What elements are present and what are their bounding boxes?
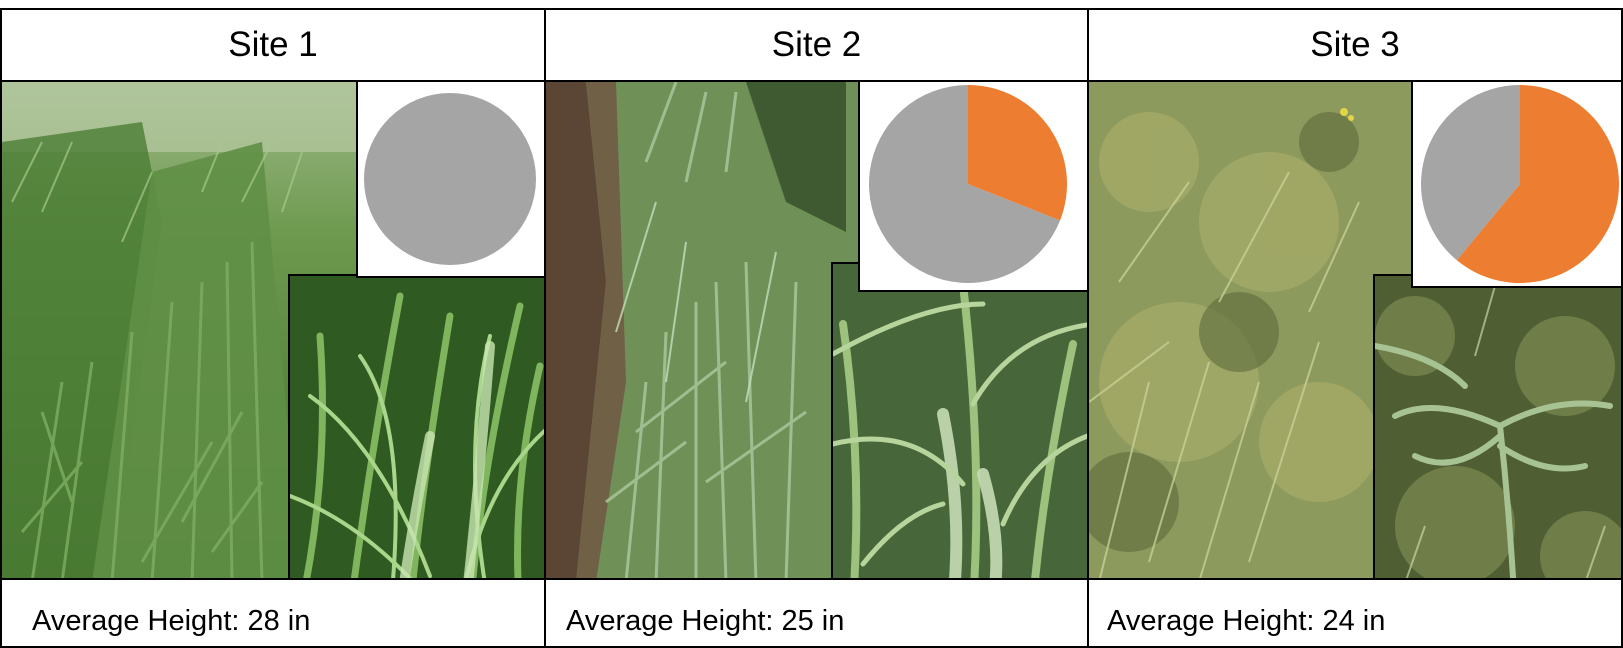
site-2-panel: Site 2 (544, 8, 1089, 648)
site-1-footer: Average Height: 28 in (2, 578, 544, 646)
site-3-footer: Average Height: 24 in (1089, 578, 1621, 646)
site-2-pie-gray-slice (869, 85, 1061, 283)
site-2-pie-chart (858, 82, 1087, 292)
site-1-title: Site 1 (2, 10, 544, 82)
site-2-average-height: Average Height: 25 in (566, 605, 845, 637)
site-3-average-height: Average Height: 24 in (1107, 605, 1386, 637)
site-3-title: Site 3 (1089, 10, 1621, 82)
site-1-average-height: Average Height: 28 in (32, 605, 311, 637)
site-2-closeup-photo (831, 262, 1087, 600)
site-1-pie-chart (356, 82, 544, 278)
site-2-footer: Average Height: 25 in (546, 578, 1087, 646)
site-1-pie-gray-slice (364, 93, 536, 265)
site-3-pie-gray-slice (1421, 85, 1520, 261)
site-3-closeup-photo (1373, 274, 1621, 610)
site-2-title: Site 2 (546, 10, 1087, 82)
site-1-panel: Site 1 (0, 8, 546, 648)
site-1-closeup-photo (288, 274, 544, 610)
site-3-panel: Site 3 (1087, 8, 1623, 648)
site-3-pie-orange-slice (1456, 85, 1619, 283)
site-2-pie-orange-slice (968, 85, 1067, 221)
site-3-pie-chart (1411, 82, 1621, 288)
